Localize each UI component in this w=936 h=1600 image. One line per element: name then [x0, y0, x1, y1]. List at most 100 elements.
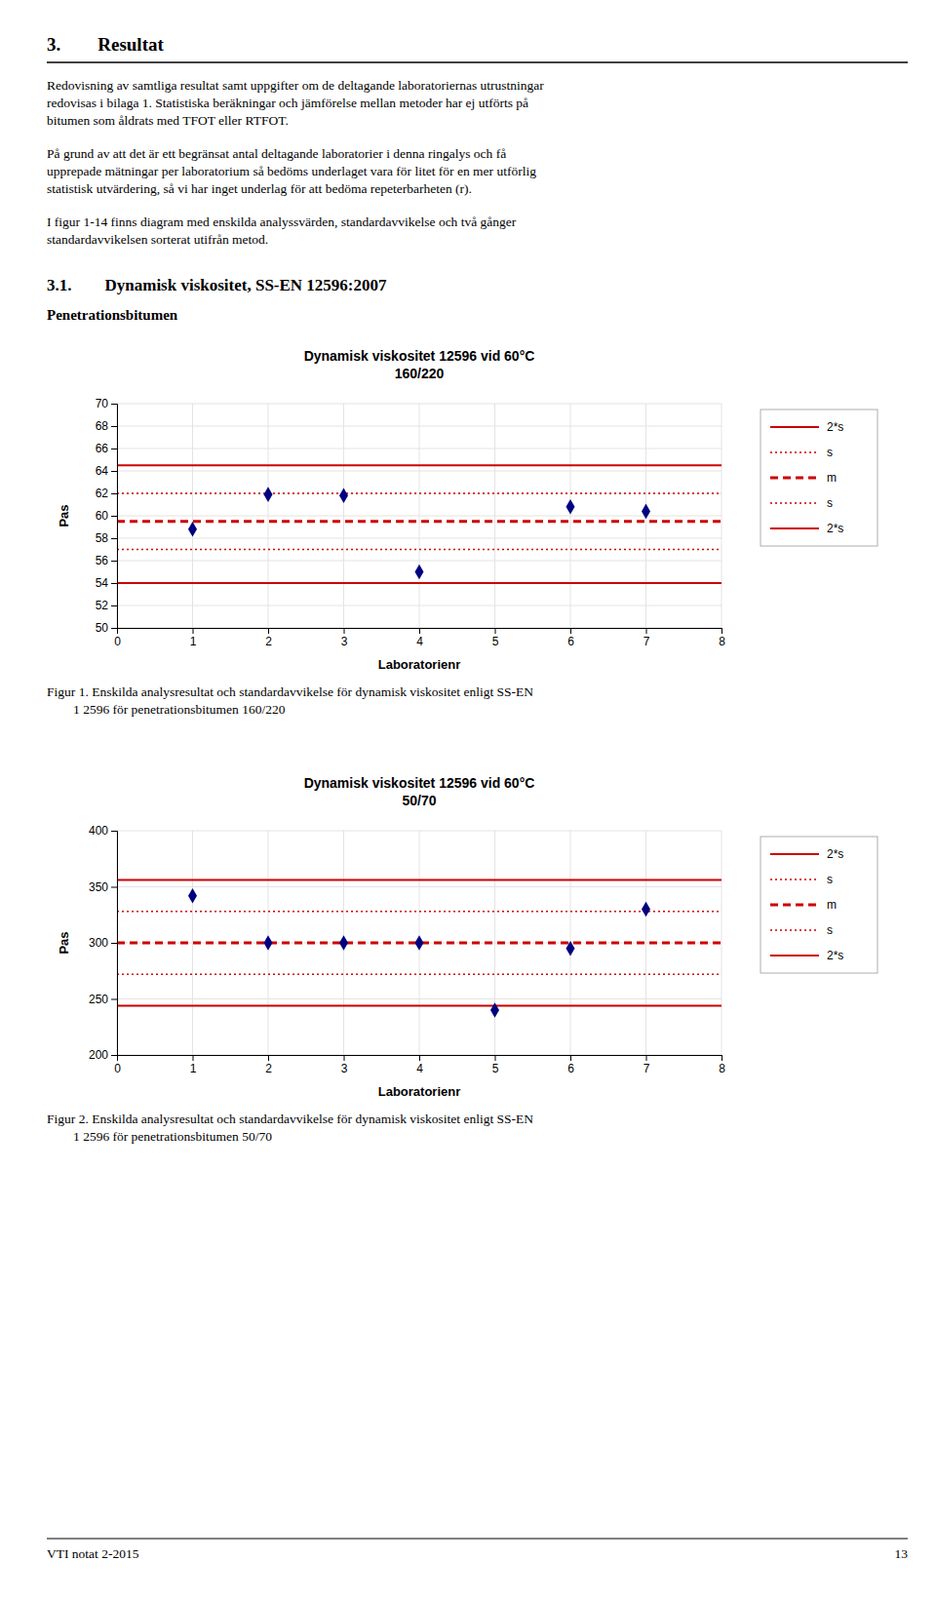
- y-tick: 52: [95, 598, 117, 613]
- y-tick-mark: [111, 605, 117, 607]
- x-axis-line: [117, 1055, 723, 1062]
- x-tick-label: 2: [265, 634, 273, 649]
- figure-caption-line: 1 2596 för penetrationsbitumen 160/220: [46, 702, 286, 717]
- data-point: [339, 488, 349, 505]
- x-tick: 3: [341, 627, 349, 649]
- y-tick: 350: [88, 880, 117, 895]
- page: 3. ResultatRedovisning av samtliga resul…: [0, 0, 936, 1600]
- x-tick-label: 1: [190, 1061, 197, 1076]
- x-axis: 012345678: [114, 627, 726, 649]
- x-tick: 2: [265, 627, 273, 649]
- y-tick-label: 60: [95, 508, 110, 523]
- legend-swatch: [770, 853, 819, 856]
- footer-rule: [46, 1538, 908, 1540]
- grid-line-y: [117, 448, 722, 450]
- x-tick-mark: [419, 1054, 421, 1061]
- legend-box: [760, 836, 878, 974]
- x-tick-label: 7: [643, 634, 651, 649]
- data-point: [566, 499, 576, 515]
- data-point: [490, 1002, 500, 1018]
- y-tick-mark: [111, 1054, 117, 1056]
- y-tick-label: 350: [88, 880, 109, 895]
- y-tick-label: 68: [95, 419, 110, 433]
- legend-label: 2*s: [826, 847, 844, 861]
- x-tick-mark: [646, 1054, 648, 1061]
- y-tick: 62: [95, 486, 117, 501]
- chart: Dynamisk viskositet 12596 vid 60°C160/22…: [56, 348, 878, 672]
- legend-label: m: [826, 897, 837, 912]
- y-tick: 70: [95, 396, 117, 411]
- plot-marks: [117, 880, 722, 1018]
- y-tick: 60: [95, 508, 117, 523]
- reference-line: [117, 879, 722, 882]
- x-tick: 6: [567, 1054, 575, 1076]
- grid-line-y: [117, 886, 722, 888]
- legend-label: 2*s: [826, 521, 844, 536]
- legend: 2*ssms2*s: [760, 836, 878, 974]
- chart-title-line: 160/220: [394, 365, 445, 382]
- y-tick-mark: [111, 448, 117, 450]
- x-tick: 3: [341, 1054, 349, 1076]
- paragraph-line: redovisas i bilaga 1. Statistiska beräkn…: [46, 95, 529, 111]
- legend-label: m: [826, 470, 837, 485]
- x-tick-label: 8: [718, 634, 726, 649]
- plot-marks: [117, 465, 722, 584]
- y-tick-label: 200: [88, 1048, 109, 1062]
- chart: Dynamisk viskositet 12596 vid 60°C50/700…: [56, 775, 878, 1099]
- x-tick: 0: [114, 1054, 121, 1076]
- figure-caption: Figur 2. Enskilda analysresultat och sta…: [46, 1111, 534, 1144]
- x-tick-label: 6: [567, 634, 575, 649]
- y-axis-line: [111, 831, 118, 1056]
- data-point: [188, 521, 197, 538]
- data-point: [188, 888, 197, 904]
- chart-title-line: 50/70: [401, 792, 436, 809]
- x-tick-mark: [268, 1054, 270, 1061]
- grid-line-y: [117, 538, 722, 540]
- x-tick-label: 4: [416, 634, 424, 649]
- x-tick-mark: [495, 1054, 497, 1061]
- x-axis-line: [117, 628, 723, 635]
- y-tick-mark: [111, 470, 117, 472]
- paragraph-line: På grund av att det är ett begränsat ant…: [46, 146, 507, 161]
- subheading: Penetrationsbitumen: [46, 307, 179, 323]
- data-point: [264, 486, 273, 503]
- data-point: [641, 901, 651, 918]
- y-tick-mark: [111, 493, 117, 495]
- legend-label: 2*s: [826, 420, 844, 434]
- x-axis-title: Laboratorienr: [378, 657, 462, 672]
- x-tick-label: 7: [643, 1061, 651, 1076]
- legend-swatch: [770, 426, 819, 429]
- legend: 2*ssms2*s: [760, 409, 878, 546]
- y-tick: 250: [88, 992, 117, 1007]
- reference-line: [117, 910, 722, 913]
- x-tick: 4: [416, 1054, 424, 1076]
- y-axis: 5052545658606264666870: [95, 396, 118, 635]
- x-tick-label: 3: [341, 1061, 349, 1076]
- y-tick-label: 54: [95, 576, 110, 590]
- x-tick: 5: [492, 1054, 500, 1076]
- x-tick-label: 4: [416, 1061, 424, 1076]
- grid-line-y: [117, 605, 722, 607]
- y-tick-label: 58: [95, 531, 110, 546]
- x-tick-label: 3: [341, 634, 349, 649]
- x-tick: 1: [190, 1054, 197, 1076]
- y-tick-mark: [111, 999, 117, 1001]
- y-tick-mark: [111, 538, 117, 540]
- y-tick: 66: [95, 441, 117, 456]
- title-rule: [46, 61, 908, 64]
- reference-line: [117, 973, 722, 975]
- y-tick-mark: [111, 583, 117, 585]
- y-tick-label: 64: [95, 464, 110, 478]
- paragraph-line: bitumen som åldrats med TFOT eller RTFOT…: [46, 113, 289, 128]
- paragraph-line: statistisk utvärdering, så vi har inget …: [46, 181, 472, 196]
- legend-swatch: [770, 878, 819, 881]
- legend-label: s: [826, 923, 833, 937]
- legend-swatch: [770, 929, 819, 932]
- legend-swatch: [770, 903, 819, 907]
- y-tick-label: 70: [95, 396, 110, 411]
- x-tick: 6: [567, 627, 575, 649]
- grid-line-y: [117, 830, 722, 832]
- page-text: 3. ResultatRedovisning av samtliga resul…: [46, 34, 908, 323]
- x-tick-mark: [193, 1054, 195, 1061]
- paragraph-line: I figur 1-14 finns diagram med enskilda …: [46, 214, 517, 230]
